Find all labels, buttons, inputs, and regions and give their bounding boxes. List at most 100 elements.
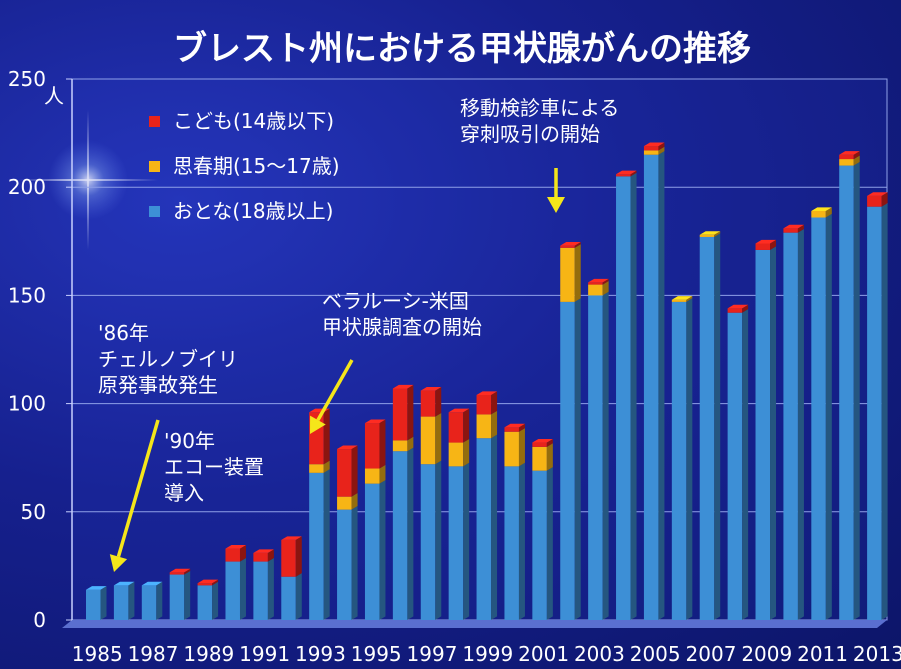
- annotation-line: 原発事故発生: [98, 373, 218, 397]
- x-tick-label: 1989: [183, 642, 234, 666]
- bar-segment-side: [407, 384, 414, 441]
- bar-segment-side: [825, 213, 832, 620]
- bar-segment-side: [518, 428, 525, 467]
- bar-1991: [253, 549, 274, 620]
- bar-segment: [364, 468, 380, 484]
- x-axis: 1985 1987 1989 1991 1993 1995 1997 1999 2001 2003…: [72, 642, 901, 666]
- bar-segment-side: [686, 296, 693, 302]
- bar-segment-side: [658, 142, 665, 151]
- bar-segment: [364, 423, 380, 469]
- bar-segment-side: [463, 462, 470, 620]
- bar-2003: [588, 278, 609, 620]
- bar-segment-side: [658, 151, 665, 620]
- bar-segment: [727, 312, 743, 620]
- bar-segment-side: [881, 203, 888, 621]
- bar-top: [392, 384, 414, 389]
- bar-1987: [141, 581, 163, 620]
- bar-segment: [588, 284, 603, 296]
- legend-label: こども(14歳以下): [173, 109, 334, 133]
- bar-segment-side: [239, 544, 246, 562]
- annotation-line: ベラルーシ-米国: [322, 289, 469, 313]
- bar-segment-side: [742, 304, 749, 313]
- bar-segment-side: [267, 557, 274, 620]
- bar-segment-side: [546, 438, 553, 447]
- bar-segment: [169, 572, 185, 575]
- x-tick-label: 2013: [853, 642, 901, 666]
- bar-segment: [643, 150, 659, 155]
- annotation-line: エコー装置: [164, 455, 264, 479]
- bar-top: [811, 207, 832, 212]
- x-tick-label: 2007: [686, 642, 737, 666]
- bar-segment: [448, 442, 464, 467]
- annotation-line: 移動検診車による: [460, 96, 619, 120]
- bar-2007: [699, 231, 721, 621]
- bar-segment-side: [100, 586, 107, 620]
- bar-segment: [643, 146, 659, 151]
- annotation-line: 導入: [164, 481, 204, 505]
- bar-1994: [337, 445, 358, 620]
- bar-top: [364, 419, 386, 424]
- bar-1992: [281, 536, 302, 620]
- bar-segment-side: [602, 280, 609, 296]
- bar-segment-side: [518, 423, 525, 432]
- bar-segment-side: [797, 229, 804, 620]
- bar-top: [643, 142, 665, 147]
- bar-segment-side: [574, 244, 581, 302]
- bar-segment-side: [407, 447, 414, 620]
- bar-segment: [504, 431, 519, 467]
- x-tick-label: 2005: [630, 642, 681, 666]
- bar-segment-side: [267, 549, 274, 562]
- bar-segment-side: [351, 493, 358, 510]
- bar-segment: [309, 472, 324, 620]
- x-tick-label: 1999: [462, 642, 513, 666]
- bar-segment-side: [630, 170, 637, 177]
- bar-segment-side: [463, 408, 470, 443]
- bar-2009: [755, 239, 777, 620]
- bar-top: [783, 224, 804, 229]
- bar-segment-side: [212, 579, 219, 586]
- y-tick-label: 200: [8, 175, 46, 199]
- bar-top: [253, 549, 274, 553]
- bar-segment-side: [463, 438, 470, 467]
- bar-segment-side: [602, 291, 609, 620]
- bar-segment: [616, 174, 631, 177]
- bar-top: [197, 579, 219, 584]
- bar-segment: [253, 561, 268, 620]
- bar-2008: [727, 304, 749, 620]
- bar-segment: [560, 301, 575, 620]
- annotation-arrow: [316, 359, 354, 421]
- x-tick-label: 2011: [797, 642, 848, 666]
- bar-segment-side: [546, 443, 553, 471]
- legend-label: おとな(18歳以上): [173, 199, 333, 223]
- bar-segment-side: [714, 233, 721, 620]
- bar-segment: [225, 548, 240, 562]
- bar-segment: [476, 394, 492, 415]
- annotation-line: 甲状腺調査の開始: [322, 315, 482, 339]
- bar-segment: [141, 585, 157, 620]
- bar-segment-side: [379, 464, 386, 484]
- annotation-arrowhead: [109, 554, 128, 572]
- bar-segment-side: [853, 161, 860, 620]
- bar-segment: [727, 308, 743, 313]
- bar-segment: [448, 412, 464, 443]
- bar-2000: [504, 423, 525, 620]
- bar-segment: [811, 217, 826, 620]
- bar-segment-side: [184, 570, 191, 620]
- legend-swatch: [149, 116, 160, 127]
- bar-segment-side: [435, 412, 442, 465]
- bar-segment-side: [853, 151, 860, 160]
- bar-top: [727, 304, 749, 309]
- annotation-line: '86年: [98, 321, 149, 345]
- bar-segment-side: [602, 278, 609, 285]
- bar-segment: [699, 234, 715, 237]
- bar-2013: [867, 192, 888, 621]
- bar-top: [867, 192, 888, 196]
- bar-segment: [448, 466, 464, 620]
- bar-top: [476, 391, 498, 395]
- bar-1996: [392, 384, 414, 620]
- x-tick-label: 1993: [295, 642, 346, 666]
- bar-segment-side: [491, 410, 498, 439]
- bar-segment: [197, 585, 213, 620]
